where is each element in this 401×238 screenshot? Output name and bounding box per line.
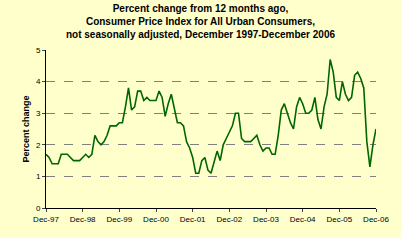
svg-text:3: 3 <box>36 109 41 118</box>
svg-text:Dec-98: Dec-98 <box>70 215 96 224</box>
svg-text:Dec-99: Dec-99 <box>106 215 132 224</box>
svg-text:Dec-00: Dec-00 <box>143 215 169 224</box>
svg-text:Dec-97: Dec-97 <box>33 215 59 224</box>
svg-text:Dec-02: Dec-02 <box>216 215 242 224</box>
svg-text:Dec-06: Dec-06 <box>363 215 389 224</box>
svg-text:Dec-04: Dec-04 <box>290 215 316 224</box>
svg-text:0: 0 <box>36 204 41 213</box>
svg-text:1: 1 <box>36 172 41 181</box>
svg-text:Dec-01: Dec-01 <box>180 215 206 224</box>
svg-text:4: 4 <box>36 77 41 86</box>
svg-text:2: 2 <box>36 141 41 150</box>
svg-text:Percent change from 12 months: Percent change from 12 months ago,Consum… <box>66 3 335 40</box>
svg-text:Percent change: Percent change <box>21 95 31 162</box>
svg-text:5: 5 <box>36 46 41 55</box>
svg-text:Dec-03: Dec-03 <box>253 215 279 224</box>
svg-text:Dec-05: Dec-05 <box>326 215 352 224</box>
